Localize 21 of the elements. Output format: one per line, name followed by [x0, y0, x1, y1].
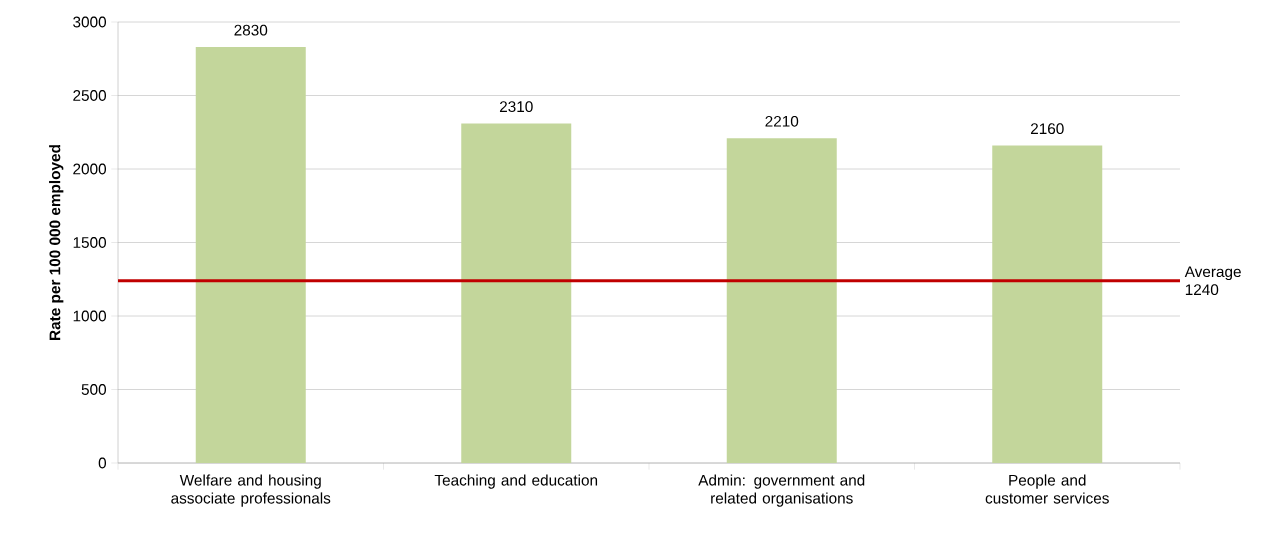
- bar: [992, 145, 1103, 463]
- x-tick-label: Teaching and education: [434, 474, 598, 489]
- y-tick-label: 500: [81, 384, 107, 395]
- data-label: 2210: [765, 115, 799, 127]
- bar: [461, 123, 572, 463]
- data-label: 2310: [499, 101, 533, 113]
- y-tick-label: 0: [98, 457, 107, 469]
- y-axis-title: Rate per 100 000 employed: [49, 145, 64, 340]
- x-tick-label: Welfare and housing associate professionals: [171, 474, 331, 507]
- data-label: 2160: [1030, 123, 1064, 135]
- x-tick-label: People and customer services: [985, 474, 1109, 504]
- y-tick-label: 2500: [73, 90, 107, 101]
- ref-line-label: Average 1240: [1184, 266, 1241, 296]
- data-label: 2830: [234, 24, 268, 36]
- y-tick-label: 1000: [73, 310, 107, 322]
- bar: [726, 138, 837, 463]
- x-tick-label: Admin: government and related organisations: [698, 474, 865, 507]
- y-tick-label: 2000: [73, 163, 107, 175]
- bar: [195, 46, 306, 463]
- y-tick-label: 1500: [73, 237, 107, 248]
- y-tick-label: 3000: [73, 16, 107, 28]
